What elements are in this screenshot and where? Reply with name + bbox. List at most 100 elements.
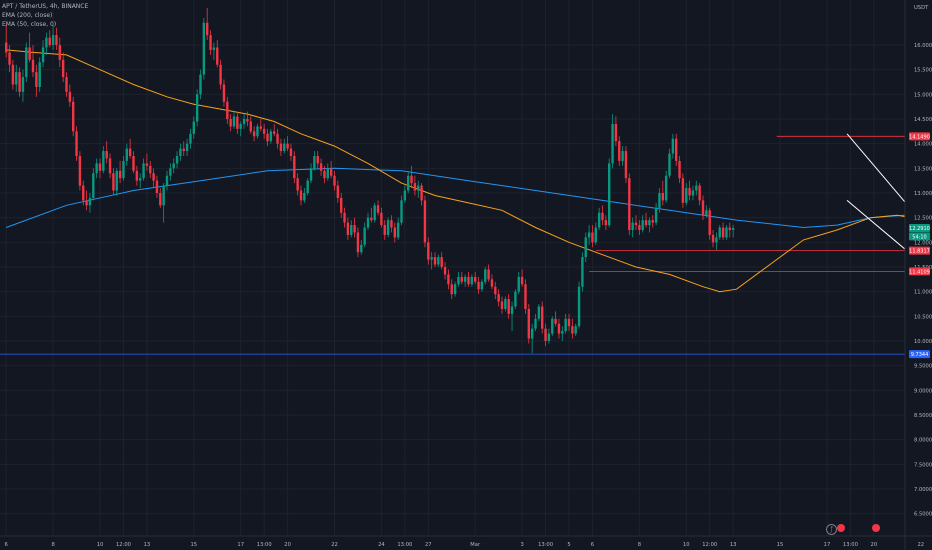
candle-body	[108, 158, 112, 174]
candle-body	[443, 267, 447, 275]
x-tick-label: 15	[190, 542, 197, 548]
candle-body	[577, 286, 581, 327]
candle-body	[333, 175, 336, 186]
legend-symbol[interactable]: APT / TetherUS, 4h, BINANCE	[2, 3, 89, 10]
candle-body	[326, 168, 329, 179]
event-flag-icon[interactable]	[872, 524, 880, 532]
candle-body	[731, 228, 735, 230]
candle-body	[668, 153, 671, 176]
candle-body	[165, 175, 169, 186]
candle-body	[142, 163, 145, 179]
y-tick-label: 8.0000	[914, 438, 932, 444]
candle-body	[38, 62, 41, 87]
candle-body	[82, 185, 85, 201]
x-tick-label: 12:00	[702, 542, 717, 548]
legend-ema200[interactable]: EMA (200, close)	[2, 12, 53, 19]
candle-body	[383, 225, 386, 235]
candle-body	[206, 22, 209, 36]
price-badge	[909, 267, 930, 276]
price-badge	[909, 246, 930, 255]
y-tick-label: 15.5000	[914, 68, 932, 74]
candle-body	[413, 183, 417, 191]
candle-body	[494, 286, 497, 295]
candle-body	[41, 47, 45, 63]
x-tick-label: 12:00	[116, 542, 131, 548]
candle-body	[661, 193, 664, 201]
candle-body	[624, 151, 628, 179]
candle-body	[229, 119, 232, 127]
candle-body	[427, 242, 430, 260]
candle-body	[239, 123, 242, 129]
candle-body	[490, 279, 494, 287]
y-tick-label: 8.5000	[914, 413, 932, 419]
candle-body	[561, 331, 564, 334]
candle-body	[175, 156, 179, 164]
candle-body	[189, 133, 192, 144]
candle-body	[701, 200, 705, 216]
candle-body	[688, 188, 691, 196]
candle-body	[370, 217, 373, 221]
candle-body	[685, 188, 688, 203]
candle-body	[457, 276, 460, 285]
candle-body	[591, 232, 594, 243]
candle-body	[500, 301, 504, 309]
tradingview-logo-icon[interactable]: ƒ	[826, 524, 837, 535]
candle-body	[286, 143, 289, 149]
candle-body	[450, 284, 453, 295]
candle-body	[232, 116, 236, 127]
candle-body	[517, 276, 520, 292]
legend-ema50[interactable]: EMA (50, close, 0)	[2, 21, 57, 28]
y-tick-label: 6.5000	[914, 512, 932, 518]
candle-body	[437, 257, 440, 265]
y-tick-label: 7.0000	[914, 487, 932, 493]
candle-body	[5, 42, 8, 53]
y-tick-label: 10.0000	[914, 339, 932, 345]
candle-body	[266, 133, 269, 142]
candle-body	[21, 77, 25, 92]
candle-body	[638, 225, 641, 230]
candle-body	[453, 284, 457, 295]
candle-body	[433, 257, 437, 265]
candle-body	[611, 123, 614, 164]
candle-body	[293, 156, 296, 179]
candle-body	[236, 116, 239, 129]
price-badge	[909, 350, 930, 359]
y-tick-label: 12.0000	[914, 240, 932, 246]
x-tick-label: 3	[520, 542, 523, 548]
candle-body	[671, 138, 675, 154]
candle-body	[467, 276, 470, 285]
candle-body	[470, 276, 474, 285]
candle-body	[597, 212, 601, 228]
candle-body	[410, 175, 413, 184]
candle-body	[132, 156, 135, 171]
event-flag-icon[interactable]	[837, 524, 845, 532]
candle-body	[11, 64, 15, 85]
candle-body	[584, 237, 587, 258]
candle-body	[554, 318, 557, 324]
candle-body	[192, 121, 195, 134]
candle-body	[376, 205, 380, 213]
candle-body	[340, 197, 343, 213]
candle-body	[85, 200, 88, 206]
candle-body	[407, 175, 410, 191]
candle-body	[323, 170, 326, 179]
candle-body	[48, 37, 51, 45]
candle-body	[664, 175, 668, 201]
candle-body	[430, 257, 433, 260]
candle-body	[149, 165, 152, 174]
candle-body	[681, 178, 685, 203]
y-tick-label: 12.5000	[914, 216, 932, 222]
candle-body	[68, 91, 72, 102]
price-badge-label: 11.8317	[909, 249, 930, 255]
candle-body	[594, 227, 597, 243]
price-badge-label: 9.7344	[911, 352, 929, 358]
candle-body	[675, 138, 678, 161]
candle-body	[216, 47, 219, 65]
x-tick-label: Mar	[470, 542, 481, 548]
y-tick-label: 10.5000	[914, 314, 932, 320]
candle-body	[18, 72, 21, 92]
candle-body	[363, 227, 366, 245]
candle-body	[128, 148, 132, 156]
